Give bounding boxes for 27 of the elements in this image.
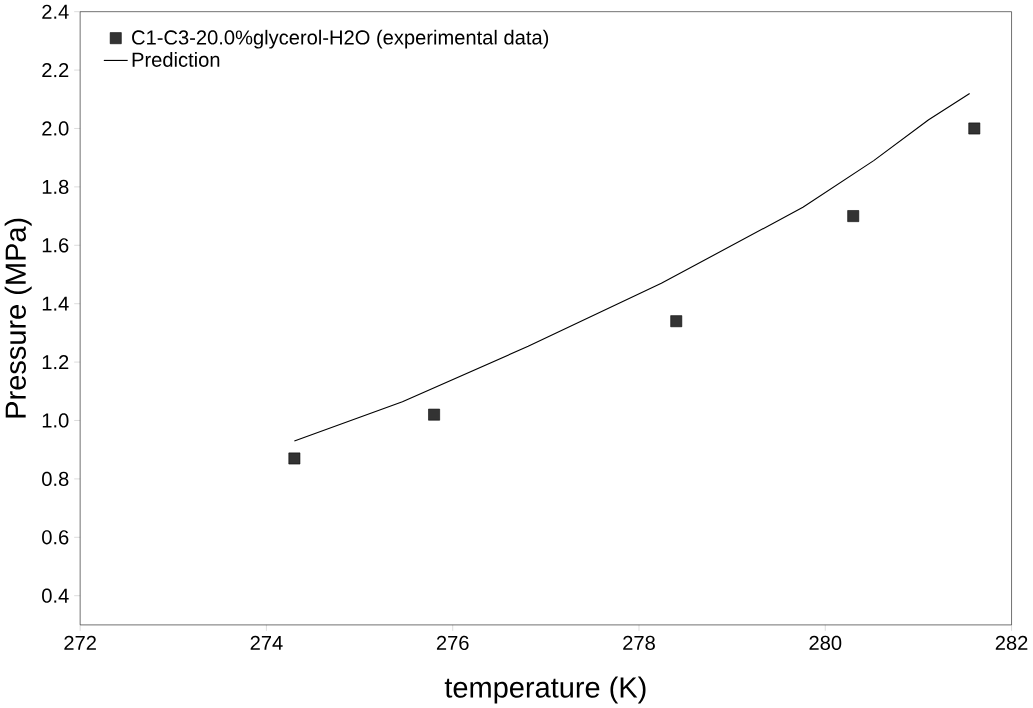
point	[288, 452, 301, 465]
y-tick-label: 2.0	[42, 121, 69, 136]
y-tick-label: 1.8	[42, 179, 69, 194]
point	[428, 408, 440, 421]
y-axis-title: Pressure (MPa)	[4, 218, 32, 418]
y-tick-label: 1.4	[42, 296, 69, 311]
x-tick-label: 280	[809, 635, 842, 651]
x-axis-title: temperature (K)	[444, 676, 646, 704]
line-series	[293, 92, 971, 442]
y-tick-label: 0.8	[42, 471, 69, 486]
x-tick-label: 274	[250, 635, 283, 650]
y-tick-label: 2.4	[42, 4, 69, 19]
x-tick-label: 282	[995, 635, 1028, 651]
legend-label: Prediction	[132, 52, 220, 67]
y-tick-label: 0.4	[42, 588, 69, 603]
y-tick-label: 1.6	[42, 238, 69, 253]
y-tick-label: 0.6	[42, 530, 69, 545]
y-tick-label: 2.2	[42, 63, 69, 78]
x-tick-label: 276	[436, 635, 469, 651]
y-tick-label: 1.0	[42, 413, 69, 428]
x-tick-label: 278	[623, 635, 655, 651]
legend-label: C1-C3-20.0%glycerol-H2O (experimental data)	[132, 29, 549, 49]
y-tick-label: 1.2	[42, 355, 69, 370]
point	[847, 210, 860, 222]
point	[670, 315, 683, 328]
point	[968, 122, 981, 135]
x-tick-label: 272	[64, 635, 96, 650]
